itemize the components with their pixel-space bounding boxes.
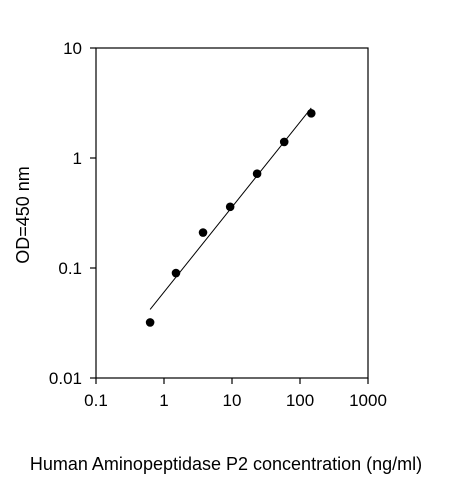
y-axis-title: OD=450 nm (13, 166, 33, 264)
data-point (171, 268, 181, 278)
y-tick-label: 0.01 (49, 369, 82, 388)
data-point (198, 228, 208, 237)
data-point (252, 169, 262, 178)
data-point (279, 137, 289, 147)
x-tick-label: 100 (286, 391, 314, 410)
y-tick-label: 10 (63, 39, 82, 58)
data-point (306, 108, 316, 118)
data-point (145, 318, 155, 327)
y-tick-label: 0.1 (58, 259, 82, 278)
data-point (225, 202, 235, 212)
plot-border (95, 47, 369, 379)
x-axis-title: Human Aminopeptidase P2 concentration (n… (30, 454, 422, 474)
y-tick-label: 1 (73, 149, 82, 168)
x-tick-label: 1 (159, 391, 168, 410)
plot-frame (95, 47, 369, 379)
data-points-layer (145, 108, 316, 327)
x-tick-label: 1000 (349, 391, 387, 410)
x-tick-label: 0.1 (84, 391, 108, 410)
x-tick-label: 10 (223, 391, 242, 410)
